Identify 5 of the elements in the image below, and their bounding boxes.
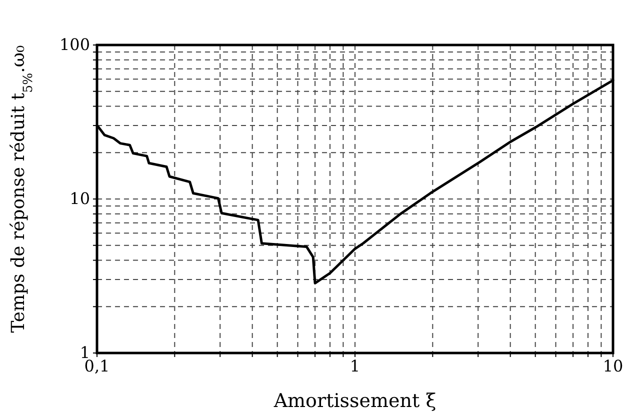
- x-tick-label: 1: [350, 356, 360, 376]
- x-axis-title: Amortissement ξ: [272, 390, 436, 412]
- y-tick-label: 10: [70, 189, 90, 208]
- x-tick-label: 10: [602, 356, 624, 376]
- y-tick-label: 100: [59, 35, 90, 54]
